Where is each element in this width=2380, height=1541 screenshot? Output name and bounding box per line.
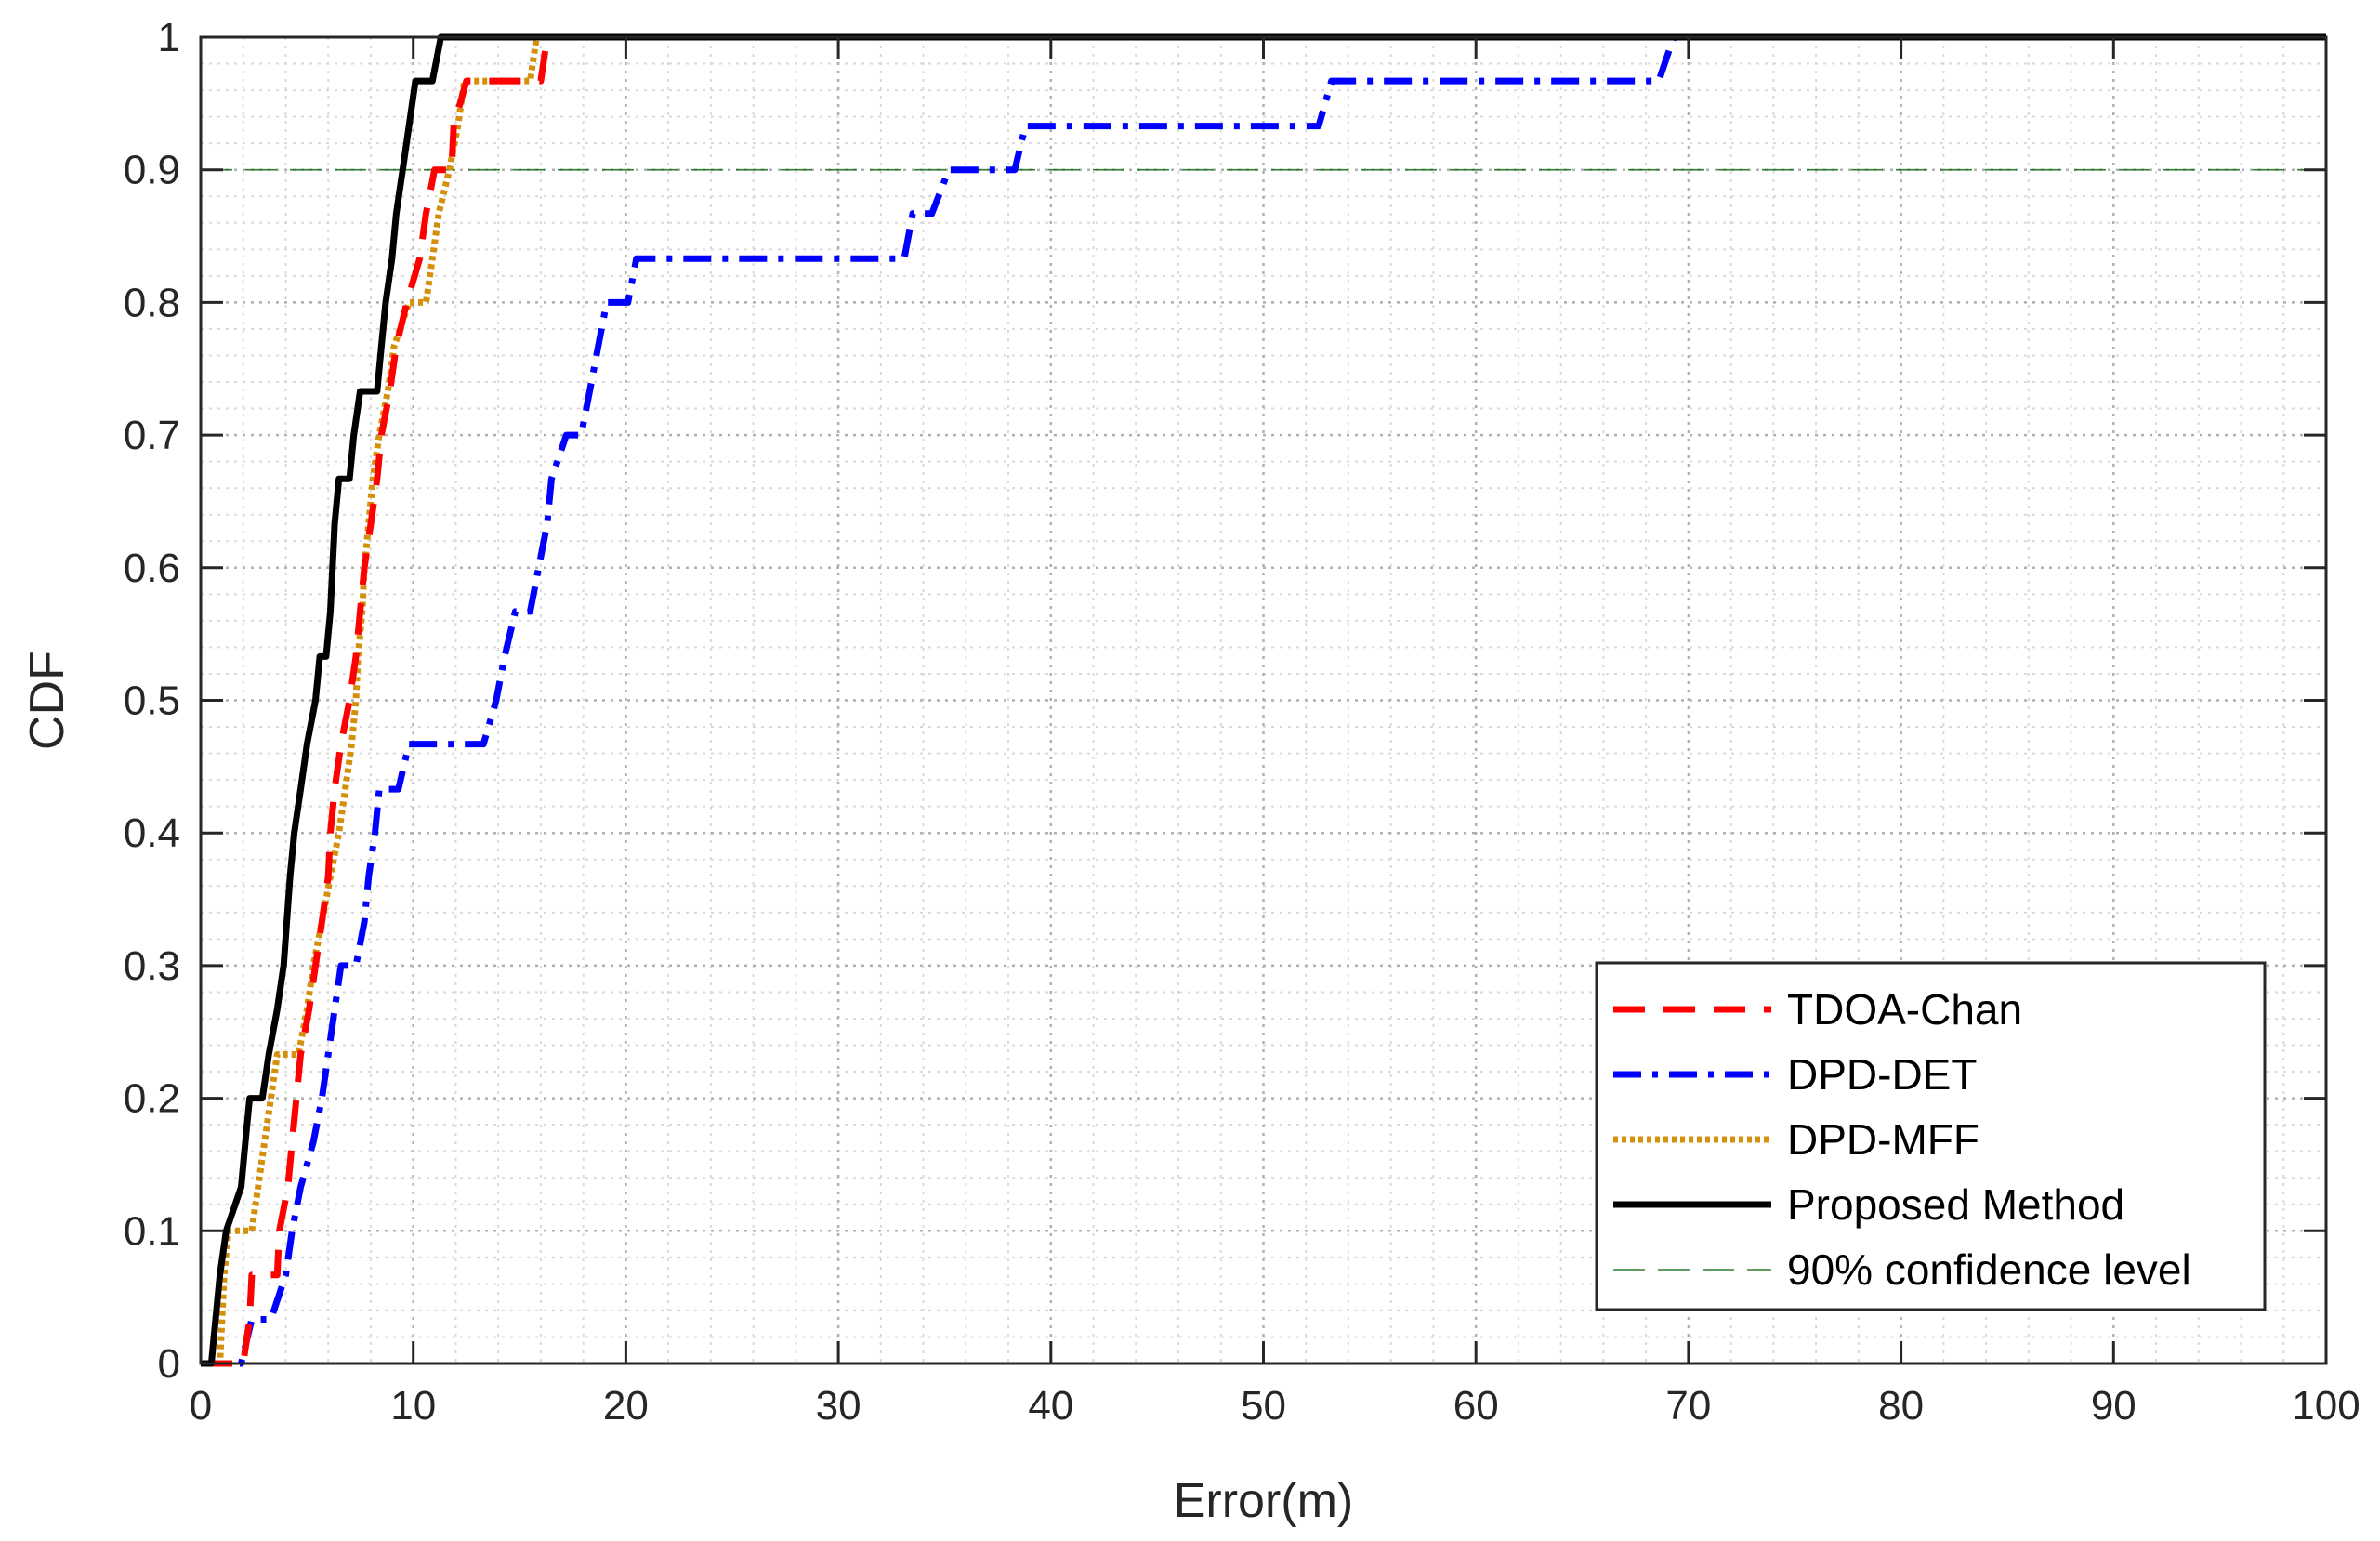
tick-marks [199,35,2328,1365]
series-line-tdoa-chan [201,33,2326,1367]
series-line-dpd-det [201,33,2326,1367]
y-tick-label: 0.3 [124,943,180,989]
y-tick-label: 0.1 [124,1208,180,1254]
y-tick-label: 0 [158,1341,180,1387]
y-tick-label: 0.8 [124,280,180,325]
x-axis-label: Error(m) [1174,1474,1354,1528]
x-tick-label: 30 [816,1383,861,1429]
legend-label: Proposed Method [1787,1180,2124,1229]
x-tick-label: 100 [2292,1383,2360,1429]
legend-label: TDOA-Chan [1787,985,2022,1034]
y-tick-label: 0.4 [124,810,180,856]
legend-label: 90% confidence level [1787,1245,2191,1294]
y-tick-label: 0.2 [124,1076,180,1122]
x-tick-label: 0 [190,1383,212,1429]
x-tick-label: 90 [2091,1383,2137,1429]
legend-label: DPD-MFF [1787,1115,1979,1164]
y-tick-labels: 0 0.1 0.2 0.3 0.4 0.5 0.6 0.7 0.8 0.9 1 [124,15,180,1387]
x-tick-label: 20 [603,1383,649,1429]
y-tick-label: 0.5 [124,678,180,724]
legend: TDOA-Chan DPD-DET DPD-MFF Proposed Method 90… [1595,961,2267,1311]
x-tick-labels: 0 10 20 30 40 50 60 70 80 90 100 [190,1383,2360,1429]
x-tick-label: 40 [1028,1383,1073,1429]
y-tick-label: 1 [158,15,180,60]
series-layer [201,33,2326,1367]
y-tick-label: 0.6 [124,546,180,591]
legend-label: DPD-DET [1787,1050,1977,1099]
x-tick-label: 80 [1878,1383,1924,1429]
x-tick-label: 60 [1453,1383,1499,1429]
y-tick-label: 0.9 [124,148,180,193]
y-axis-label: CDF [20,651,74,750]
x-tick-label: 70 [1665,1383,1711,1429]
x-tick-label: 10 [390,1383,436,1429]
series-line-dpd-mff [201,33,2326,1367]
y-tick-label: 0.7 [124,413,180,458]
x-tick-label: 50 [1241,1383,1286,1429]
series-line-proposed-method [201,33,2326,1367]
